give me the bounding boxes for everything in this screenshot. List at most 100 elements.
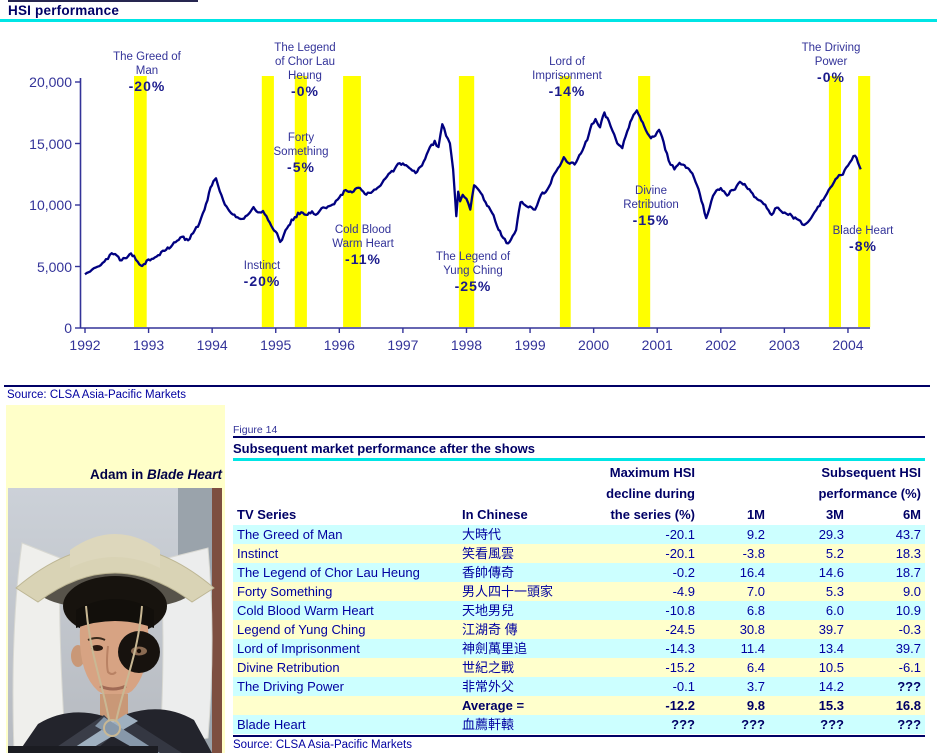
cell-tv-series: Cold Blood Warm Heart: [237, 603, 374, 618]
annotation-decline-pct: -20%: [128, 78, 166, 94]
cell-max-decline: -0.2: [672, 565, 695, 580]
cell-max-decline: -0.1: [672, 679, 695, 694]
cell-in-chinese: 世紀之戰: [462, 660, 515, 675]
annotation-decline-pct: -11%: [345, 251, 381, 267]
cell-3m: 29.3: [818, 527, 844, 542]
cell-3m: 39.7: [818, 622, 844, 637]
y-axis-label: 10,000: [29, 197, 72, 213]
event-band: [828, 76, 841, 327]
page-title: HSI performance: [8, 3, 120, 18]
annotation-line: Heung: [288, 70, 322, 82]
cell-max-decline: -24.5: [665, 622, 695, 637]
table-title: Subsequent market performance after the …: [233, 441, 535, 456]
cell-max-decline: -14.3: [665, 641, 695, 656]
header-spacer: [233, 462, 597, 483]
annotation-lord-of-imprisonment: Lord of Imprisonment -14%: [532, 55, 602, 98]
chart-bottom-rule: [4, 385, 930, 387]
header-tv-series: TV Series: [237, 507, 297, 522]
annotation-line: The Greed of: [113, 51, 181, 63]
cell-6m: 9.0: [902, 584, 922, 599]
y-axis-label: 15,000: [29, 135, 72, 152]
performance-table: Maximum HSI Subsequent HSI decline durin…: [233, 462, 926, 734]
cell-tv-series: Instinct: [237, 546, 279, 561]
cell-3m: 15.3: [818, 698, 844, 713]
annotation-decline-pct: -0%: [817, 69, 845, 85]
annotation-divine-retribution: Divine Retribution -15%: [623, 184, 679, 227]
cell-tv-series: [233, 696, 458, 715]
cell-6m: -0.3: [898, 622, 922, 637]
cell-6m: 18.7: [895, 565, 922, 580]
cell-max-decline: -12.2: [665, 698, 695, 713]
annotation-cold-blood-warm-heart: Cold Blood Warm Heart -11%: [332, 223, 394, 266]
hsi-line-series: [84, 109, 862, 276]
figure-top-rule: [233, 436, 925, 438]
cell-tv-series: Divine Retribution: [237, 660, 340, 675]
cell-3m: 14.6: [818, 565, 844, 580]
annotation-forty-something: Forty Something -5%: [274, 131, 329, 174]
x-axis-label: 2003: [768, 337, 800, 353]
chart-source: Source: CLSA Asia-Pacific Markets: [7, 389, 186, 401]
annotation-instinct: Instinct -20%: [244, 259, 281, 288]
photo-caption: Adam in Blade Heart: [90, 467, 222, 482]
figure-label: Figure 14: [233, 424, 278, 436]
annotation-line: Yung Ching: [443, 265, 503, 277]
x-axis-label: 2002: [705, 337, 737, 353]
cell-max-decline: -20.1: [665, 527, 695, 542]
cell-3m: 6.0: [825, 603, 844, 618]
header-max-decline-1: Maximum HSI: [609, 465, 695, 480]
x-axis-label: 1997: [387, 337, 419, 353]
annotation-line: Warm Heart: [332, 238, 394, 250]
table-bottom-rule: [233, 735, 925, 737]
header-row-3: TV Series In Chinese the series (%) 1M 3…: [233, 504, 925, 525]
cell-1m: -3.8: [742, 546, 765, 561]
table-row: The Driving Power 非常外父 -0.1 3.7 14.2???: [233, 677, 926, 696]
cell-6m: ???: [897, 679, 922, 694]
cell-1m: 9.8: [746, 698, 765, 713]
header-6m: 6M: [902, 507, 922, 522]
cell-1m: 6.8: [746, 603, 765, 618]
annotation-decline-pct: -8%: [849, 238, 877, 254]
annotation-line: Blade Heart: [832, 225, 894, 237]
figure-panel: Figure 14 Subsequent market performance …: [233, 424, 930, 751]
hsi-performance-chart: 20,000 15,000 10,000 5,000 0 1992 1993 1994 1995…: [0, 24, 937, 386]
annotation-line: The Legend: [274, 42, 336, 54]
table-row: Blade Heart 血薦軒轅????????????: [233, 715, 926, 734]
x-axis-label: 2004: [832, 337, 864, 353]
table-source: Source: CLSA Asia-Pacific Markets: [233, 739, 412, 751]
cell-tv-series: Lord of Imprisonment: [237, 641, 360, 656]
annotation-line: Cold Blood: [334, 224, 392, 236]
header-3m: 3M: [825, 507, 844, 522]
header-row-2: decline during performance (%): [233, 483, 925, 504]
event-band: [858, 76, 871, 327]
cell-max-decline: -20.1: [665, 546, 695, 561]
cell-in-chinese: 大時代: [462, 527, 502, 542]
cell-in-chinese: Average =: [462, 698, 525, 713]
cell-tv-series: Forty Something: [237, 584, 333, 599]
table-row: Instinct 笑看風雲 -20.1 -3.8 5.2 18.3: [233, 544, 926, 563]
annotation-line: The Legend of: [435, 251, 511, 263]
cell-6m: 18.3: [895, 546, 922, 561]
x-axis-label: 2001: [641, 337, 673, 353]
chart-canvas: [75, 76, 871, 333]
cell-max-decline: ???: [671, 717, 695, 732]
photo-caption-title: Blade Heart: [146, 467, 222, 482]
event-band: [261, 76, 274, 327]
annotation-line: Something: [273, 146, 329, 158]
x-axis-label: 1998: [450, 337, 483, 353]
cell-in-chinese: 男人四十一頭家: [462, 584, 554, 599]
annotation-line: The Driving: [801, 42, 861, 54]
table-row: Lord of Imprisonment 神劍萬里追 -14.3 11.4 13.4 39…: [233, 639, 926, 658]
cell-max-decline: -15.2: [665, 660, 695, 675]
cell-tv-series: The Driving Power: [237, 679, 344, 694]
y-axis-label: 20,000: [29, 74, 72, 90]
header-subsequent-2: performance (%): [818, 486, 922, 501]
annotation-line: Imprisonment: [532, 70, 602, 82]
event-band: [559, 76, 571, 327]
cell-6m: 16.8: [895, 698, 922, 713]
x-axis-label: 1994: [196, 337, 228, 353]
header-spacer: [233, 483, 597, 504]
y-axis-label: 0: [64, 320, 72, 336]
table-title-underline: [233, 458, 925, 461]
x-axis-label: 1996: [323, 337, 355, 353]
cell-tv-series: The Legend of Chor Lau Heung: [237, 565, 420, 580]
